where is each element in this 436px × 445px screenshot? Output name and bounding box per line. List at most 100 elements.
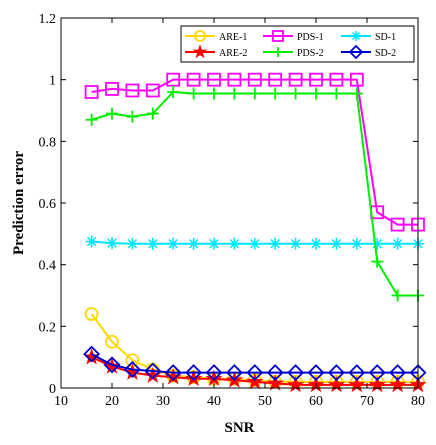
series-marker	[246, 372, 264, 390]
series-marker	[228, 237, 241, 250]
series-marker	[187, 237, 200, 250]
series-marker	[83, 345, 101, 363]
y-tick-label: 0.4	[39, 259, 57, 274]
legend-entry: ARE-2	[185, 44, 247, 59]
series-marker	[84, 307, 99, 321]
series-marker	[287, 364, 305, 382]
series-marker	[289, 237, 302, 250]
series-marker	[248, 237, 261, 250]
series-marker	[84, 85, 99, 99]
series-marker	[125, 83, 140, 98]
series-marker	[349, 72, 364, 87]
series-marker	[192, 44, 208, 59]
series-marker	[228, 87, 241, 100]
series-marker	[348, 364, 366, 382]
series-marker	[247, 72, 262, 87]
series-marker	[246, 364, 264, 382]
x-tick-label: 70	[360, 394, 374, 409]
series-marker	[105, 82, 119, 96]
series-line	[91, 90, 418, 297]
legend-label: ARE-1	[219, 32, 247, 43]
series-marker	[350, 237, 363, 250]
x-tick-label: 40	[207, 394, 221, 409]
series-pds-2	[85, 86, 424, 302]
series-marker	[310, 87, 322, 100]
series-marker	[194, 30, 206, 42]
series-marker	[105, 334, 119, 349]
series-marker	[371, 255, 384, 268]
series-marker	[391, 289, 404, 302]
legend-entry: PDS-1	[263, 30, 324, 43]
y-axis-label: Prediction error	[11, 151, 27, 255]
series-marker	[371, 237, 384, 250]
axis-ticks: 10 20 30 40 50 60 70 80 0 0.2 0.4 0.6 0.8 1 1.2	[39, 12, 426, 409]
series-marker	[225, 364, 243, 382]
series-marker	[327, 364, 345, 382]
series-marker	[166, 72, 181, 87]
legend-entry: SD-2	[341, 44, 396, 60]
x-tick-label: 50	[258, 394, 272, 409]
plot-frame-border	[60, 17, 419, 389]
series-marker	[106, 107, 118, 120]
series-marker	[272, 30, 284, 42]
series-marker	[146, 107, 159, 120]
series-marker	[164, 364, 182, 382]
series-marker	[307, 364, 325, 382]
legend-entry: SD-1	[341, 31, 396, 43]
series-marker	[330, 237, 343, 250]
series-marker	[103, 356, 121, 374]
plot-area	[83, 72, 427, 393]
series-marker	[146, 237, 159, 250]
series-marker	[208, 237, 220, 250]
series-marker	[144, 362, 162, 380]
series-marker	[126, 110, 139, 123]
legend: ARE-1 PDS-1 SD-1 ARE-2 PDS-2 SD-2	[180, 25, 415, 63]
series-line	[91, 78, 418, 226]
series-marker	[185, 364, 203, 382]
y-tick-label: 0.6	[39, 197, 57, 212]
series-marker	[368, 364, 386, 382]
series-marker	[268, 72, 283, 87]
y-tick-label: 1.2	[39, 12, 57, 27]
x-tick-label: 30	[156, 394, 170, 409]
legend-entry: PDS-2	[263, 47, 324, 59]
y-tick-label: 0	[49, 382, 56, 397]
series-marker	[123, 361, 141, 378]
legend-label: PDS-1	[297, 32, 324, 43]
series-marker	[186, 72, 201, 87]
series-marker	[309, 72, 323, 87]
series-marker	[330, 87, 343, 100]
series-marker	[106, 237, 118, 250]
series-marker	[167, 237, 180, 250]
series-marker	[273, 47, 283, 57]
series-marker	[350, 87, 363, 100]
series-sd-1	[85, 235, 424, 250]
x-tick-label: 20	[105, 394, 119, 409]
legend-box	[180, 25, 415, 63]
series-marker	[266, 374, 284, 391]
x-axis-label: SNR	[224, 420, 254, 436]
series-marker	[348, 44, 364, 60]
series-marker	[205, 364, 223, 382]
series-marker	[389, 364, 407, 382]
series-marker	[145, 83, 160, 98]
series-marker	[187, 87, 200, 100]
series-marker	[167, 86, 180, 98]
series-marker	[351, 31, 361, 41]
series-marker	[248, 87, 261, 100]
series-marker	[85, 113, 98, 126]
series-marker	[185, 369, 203, 387]
series-marker	[208, 87, 220, 100]
series-marker	[329, 72, 344, 87]
legend-label: SD-2	[375, 48, 396, 59]
series-marker	[269, 87, 282, 100]
series-marker	[126, 237, 139, 250]
y-tick-label: 1	[49, 74, 56, 89]
series-marker	[310, 237, 322, 250]
y-tick-label: 0.8	[39, 135, 57, 150]
series-marker	[227, 72, 242, 87]
series-marker	[288, 72, 303, 87]
series-marker	[390, 217, 405, 232]
x-tick-label: 60	[309, 394, 323, 409]
